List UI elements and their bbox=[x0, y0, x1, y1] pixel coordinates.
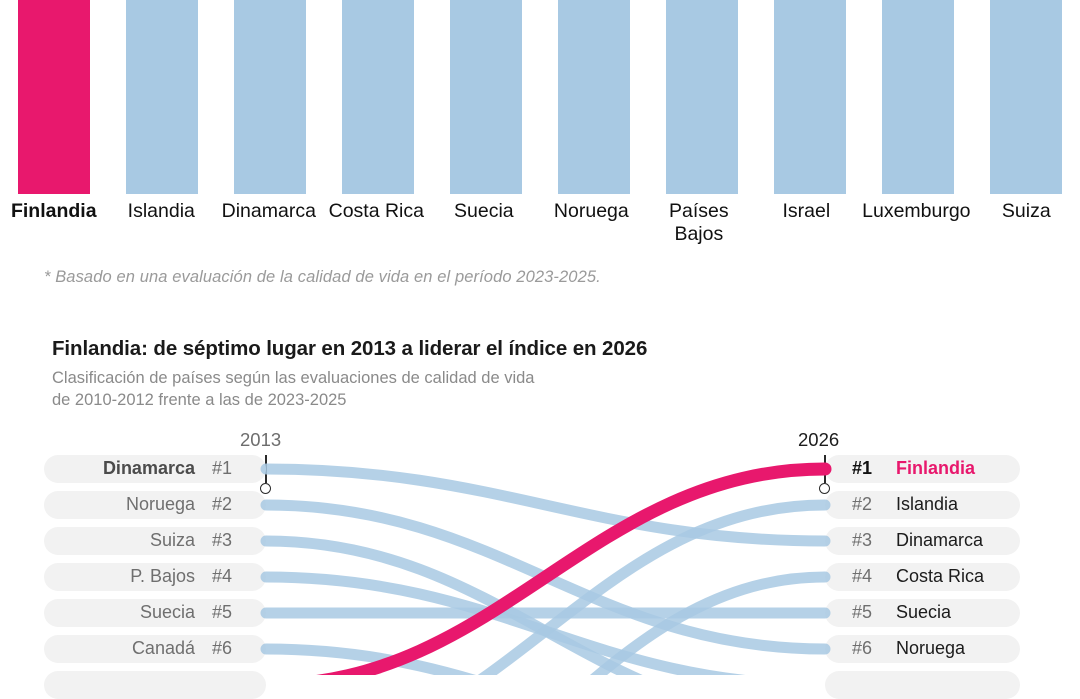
bump-left-country: Canadá bbox=[131, 638, 195, 658]
bump-chart-subtitle-line-2: de 2010-2012 frente a las de 2023-2025 bbox=[52, 390, 347, 409]
bump-flow-lines bbox=[260, 462, 832, 675]
bump-left-rank: #1 bbox=[212, 458, 233, 478]
bump-line bbox=[260, 463, 831, 547]
bump-right-country: Suecia bbox=[896, 602, 952, 622]
bar-cell bbox=[540, 0, 648, 194]
bump-band-right bbox=[825, 491, 1020, 519]
bar bbox=[126, 0, 198, 194]
bump-right-rank: #4 bbox=[852, 566, 873, 586]
bump-right-country: Finlandia bbox=[896, 458, 976, 478]
bump-year-label-left: 2013 bbox=[240, 429, 282, 450]
bar-cell bbox=[0, 0, 108, 194]
bump-left-rank: #5 bbox=[212, 602, 233, 622]
bump-band-right bbox=[825, 635, 1020, 663]
bump-band-left bbox=[44, 599, 266, 627]
bump-left-rank: #6 bbox=[212, 638, 233, 658]
bar-label: Noruega bbox=[553, 200, 629, 222]
bump-line-highlight bbox=[316, 462, 832, 675]
bump-year-label-right: 2026 bbox=[798, 429, 840, 450]
bump-band-right bbox=[825, 455, 1020, 483]
bump-band-left bbox=[44, 455, 266, 483]
bar-cell bbox=[756, 0, 864, 194]
bar bbox=[558, 0, 630, 194]
bar-label: Suecia bbox=[454, 200, 514, 222]
bump-right-country: Islandia bbox=[896, 494, 959, 514]
bump-chart-title: Finlandia: de séptimo lugar en 2013 a li… bbox=[52, 337, 648, 360]
bump-right-rank: #3 bbox=[852, 530, 873, 550]
bar-cell bbox=[324, 0, 432, 194]
bar-label: Dinamarca bbox=[221, 200, 316, 222]
bar bbox=[666, 0, 738, 194]
bar-label: Países Bajos bbox=[669, 200, 729, 245]
bump-line bbox=[477, 499, 831, 675]
bump-right-rank: #6 bbox=[852, 638, 873, 658]
bump-chart-subtitle: Clasificación de países según las evalua… bbox=[52, 368, 534, 411]
bump-left-country: P. Bajos bbox=[130, 566, 195, 586]
bump-chart: 2013 2026 Dinamarca #1 Noruega #2 Suiza #3 P. … bbox=[0, 425, 1080, 699]
bump-node-dot-left bbox=[260, 483, 271, 494]
bump-band-left bbox=[44, 491, 266, 519]
bar-label: Suiza bbox=[1001, 200, 1051, 222]
bar-cell bbox=[216, 0, 324, 194]
bar-cell bbox=[648, 0, 756, 194]
bump-left-country: Noruega bbox=[125, 494, 195, 514]
bar-cell bbox=[108, 0, 216, 194]
bump-left-country: Dinamarca bbox=[102, 458, 195, 478]
bump-line bbox=[589, 571, 831, 675]
bump-band-left bbox=[44, 671, 266, 699]
bump-left-country: Suiza bbox=[149, 530, 195, 550]
bar bbox=[450, 0, 522, 194]
bump-band-right bbox=[825, 527, 1020, 555]
bar-label: Luxemburgo bbox=[862, 200, 971, 222]
bar-cell bbox=[972, 0, 1080, 194]
bump-band-left bbox=[44, 635, 266, 663]
bump-node-dot-right bbox=[819, 483, 830, 494]
bar bbox=[990, 0, 1062, 194]
bump-line bbox=[260, 643, 476, 675]
bump-band-right bbox=[825, 671, 1020, 699]
bar-label: Costa Rica bbox=[328, 200, 424, 222]
ranking-bar-chart: Finlandia Islandia Dinamarca Costa Rica Suec… bbox=[0, 0, 1080, 262]
bar-category-labels: Finlandia Islandia Dinamarca Costa Rica Suec… bbox=[0, 200, 1080, 256]
bar-label: Islandia bbox=[127, 200, 195, 222]
bar-cell bbox=[864, 0, 972, 194]
bump-right-country: Noruega bbox=[896, 638, 966, 658]
bump-right-country: Dinamarca bbox=[896, 530, 984, 550]
bump-band-right bbox=[825, 563, 1020, 591]
bump-left-rank: #4 bbox=[212, 566, 233, 586]
bump-right-rank: #5 bbox=[852, 602, 873, 622]
bar-chart-footnote: * Basado en una evaluación de la calidad… bbox=[44, 268, 601, 286]
bar-cell bbox=[432, 0, 540, 194]
bump-right-rank: #1 bbox=[852, 458, 873, 478]
bar-label: Finlandia bbox=[10, 200, 97, 222]
bump-band-left bbox=[44, 527, 266, 555]
bar-highlight bbox=[18, 0, 90, 194]
bar bbox=[234, 0, 306, 194]
bump-left-rank: #3 bbox=[212, 530, 233, 550]
bump-left-country: Suecia bbox=[139, 602, 195, 622]
bump-right-country: Costa Rica bbox=[896, 566, 985, 586]
bump-left-rank: #2 bbox=[212, 494, 233, 514]
bump-band-left bbox=[44, 563, 266, 591]
bar bbox=[774, 0, 846, 194]
bar bbox=[882, 0, 954, 194]
bump-chart-subtitle-line-1: Clasificación de países según las evalua… bbox=[52, 369, 535, 387]
bump-band-right bbox=[825, 599, 1020, 627]
bar bbox=[342, 0, 414, 194]
bump-right-rank: #2 bbox=[852, 494, 873, 514]
bar-label: Israel bbox=[782, 200, 831, 222]
bar-series bbox=[0, 0, 1080, 194]
